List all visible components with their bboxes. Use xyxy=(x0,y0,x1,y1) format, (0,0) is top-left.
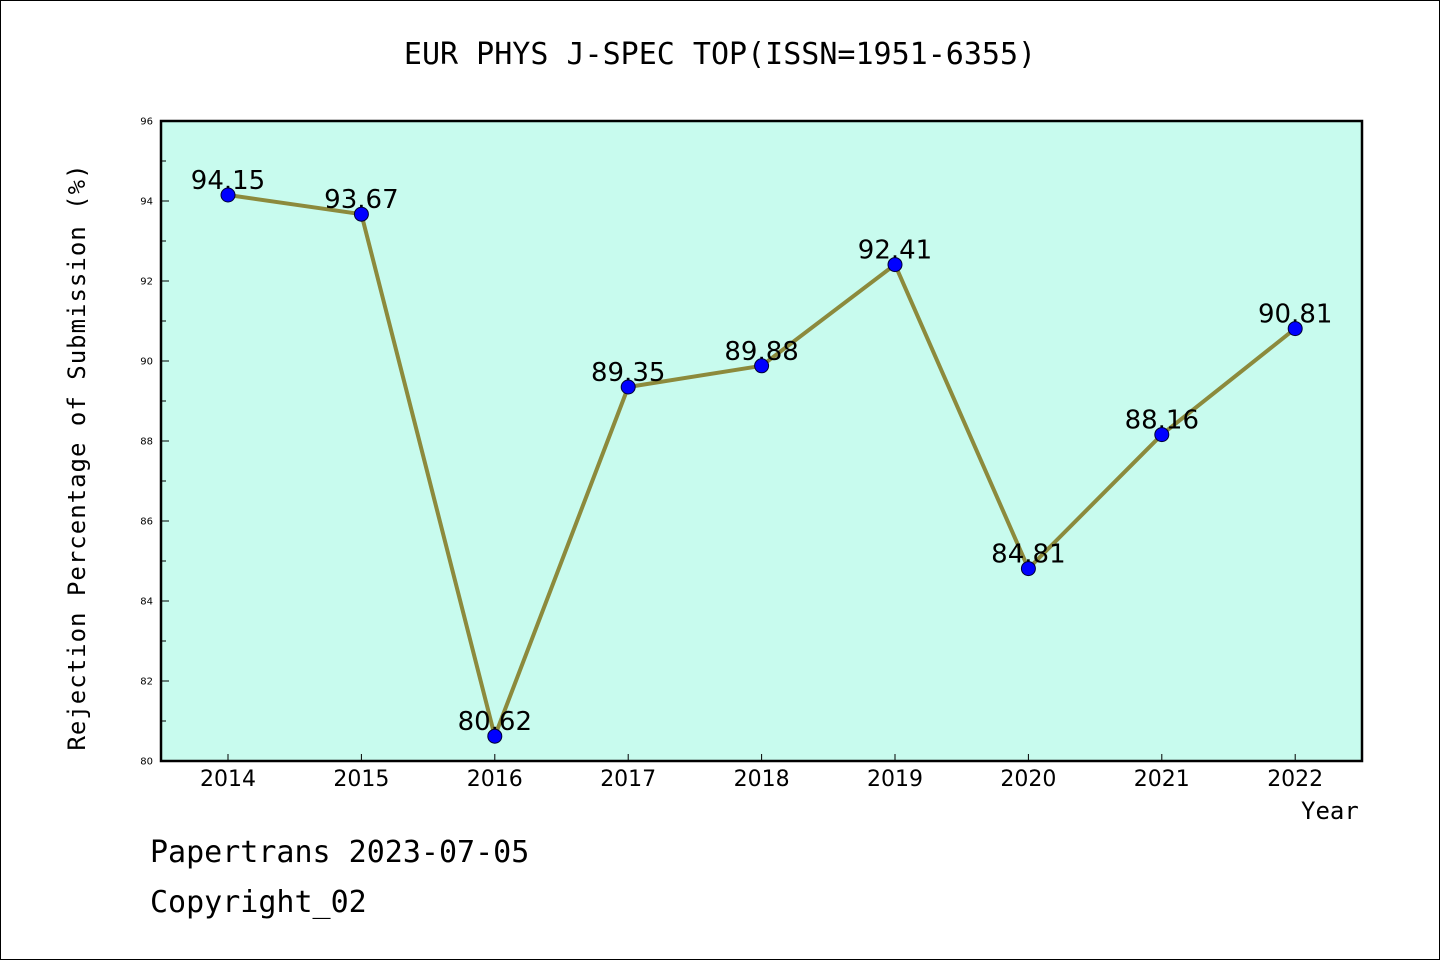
y-tick-label: 94 xyxy=(140,197,153,208)
y-tick-label: 86 xyxy=(140,517,153,528)
x-tick-label: 2019 xyxy=(867,767,923,792)
data-point xyxy=(353,206,369,222)
x-tick-label: 2016 xyxy=(467,767,523,792)
x-tick-label: 2022 xyxy=(1267,767,1323,792)
data-point xyxy=(754,358,770,374)
data-point xyxy=(220,187,236,203)
x-tick-label: 2021 xyxy=(1134,767,1190,792)
y-tick-label: 82 xyxy=(140,677,153,688)
x-tick-label: 2018 xyxy=(734,767,790,792)
x-tick-label: 2015 xyxy=(333,767,389,792)
footer-date: Papertrans 2023-07-05 xyxy=(150,835,530,870)
y-tick-label: 80 xyxy=(140,757,153,768)
footer-copyright: Copyright_02 xyxy=(150,885,367,920)
plot-area xyxy=(161,121,1362,761)
data-point xyxy=(887,257,903,273)
data-point xyxy=(620,379,636,395)
y-tick-label: 90 xyxy=(140,357,153,368)
x-axis-label: Year xyxy=(1301,797,1359,825)
data-point xyxy=(1020,561,1036,577)
x-tick-label: 2020 xyxy=(1000,767,1056,792)
data-point xyxy=(487,728,503,744)
chart-title: EUR PHYS J-SPEC TOP(ISSN=1951-6355) xyxy=(403,37,1037,72)
y-tick-label: 96 xyxy=(140,117,153,128)
data-point xyxy=(1287,321,1303,337)
y-tick-label: 88 xyxy=(140,437,153,448)
plot-frame xyxy=(159,119,1364,763)
y-tick-label: 92 xyxy=(140,277,153,288)
x-tick-label: 2014 xyxy=(200,767,256,792)
y-tick-label: 84 xyxy=(140,597,153,608)
data-point xyxy=(1154,427,1170,443)
x-tick-label: 2017 xyxy=(600,767,656,792)
